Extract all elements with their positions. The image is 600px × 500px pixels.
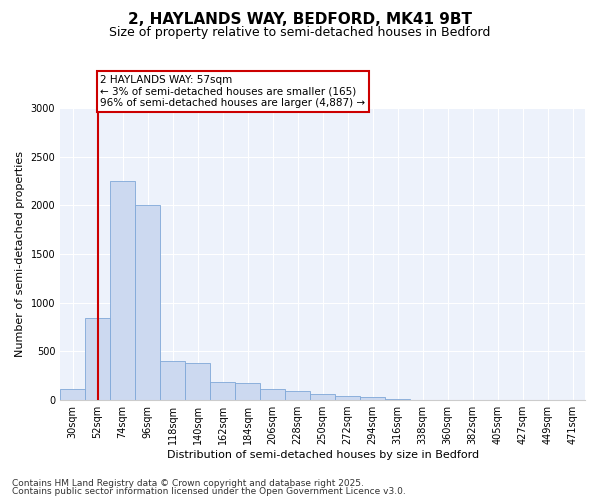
Y-axis label: Number of semi-detached properties: Number of semi-detached properties [15, 151, 25, 357]
Bar [185, 363, 210, 400]
Bar [210, 382, 235, 400]
Bar [260, 390, 285, 400]
Text: Contains HM Land Registry data © Crown copyright and database right 2025.: Contains HM Land Registry data © Crown c… [12, 478, 364, 488]
Text: 2 HAYLANDS WAY: 57sqm
← 3% of semi-detached houses are smaller (165)
96% of semi: 2 HAYLANDS WAY: 57sqm ← 3% of semi-detac… [100, 75, 365, 108]
Bar [310, 394, 335, 400]
Text: Size of property relative to semi-detached houses in Bedford: Size of property relative to semi-detach… [109, 26, 491, 39]
Bar [135, 206, 160, 400]
Bar [85, 318, 110, 400]
Bar [235, 382, 260, 400]
Bar [60, 390, 85, 400]
Bar [285, 392, 310, 400]
Bar [335, 396, 360, 400]
Text: Contains public sector information licensed under the Open Government Licence v3: Contains public sector information licen… [12, 487, 406, 496]
Text: 2, HAYLANDS WAY, BEDFORD, MK41 9BT: 2, HAYLANDS WAY, BEDFORD, MK41 9BT [128, 12, 472, 28]
Bar [360, 397, 385, 400]
X-axis label: Distribution of semi-detached houses by size in Bedford: Distribution of semi-detached houses by … [167, 450, 479, 460]
Bar [160, 361, 185, 400]
Bar [110, 181, 135, 400]
